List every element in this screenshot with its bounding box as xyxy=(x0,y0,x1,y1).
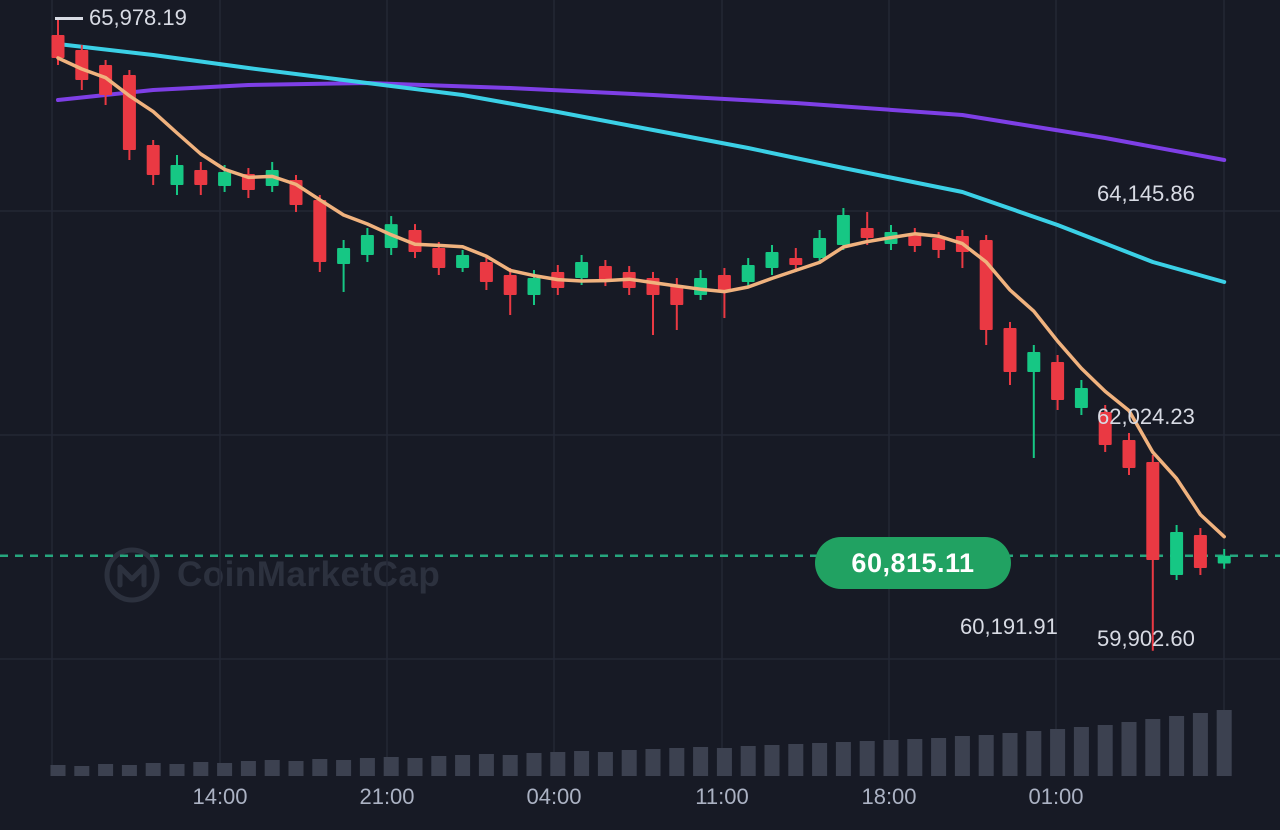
time-label-1400: 14:00 xyxy=(192,784,248,809)
price-label-upper: 64,145.86 xyxy=(1097,181,1195,206)
open-price-marker: 65,978.19 xyxy=(55,6,187,30)
time-label-1100: 11:00 xyxy=(695,784,749,809)
grid-lines xyxy=(0,0,1280,776)
price-label-low-left: 60,191.91 xyxy=(960,614,1058,639)
time-label-0400: 04:00 xyxy=(526,784,582,809)
time-label-1800: 18:00 xyxy=(861,784,917,809)
open-price-tick xyxy=(55,16,83,20)
ma-short-line xyxy=(56,56,1226,539)
price-label-mid: 62,024.23 xyxy=(1097,404,1195,429)
watermark-text: CoinMarketCap xyxy=(177,555,441,594)
open-price-label: 65,978.19 xyxy=(89,5,187,30)
volume-series xyxy=(50,710,1232,776)
watermark: CoinMarketCap xyxy=(103,546,440,604)
time-label-0100: 01:00 xyxy=(1028,784,1084,809)
price-label-low-right: 59,902.60 xyxy=(1097,626,1195,651)
ma-mid-line xyxy=(56,42,1227,284)
coinmarketcap-logo-icon xyxy=(104,547,160,603)
ma-long-line xyxy=(56,81,1227,162)
time-label-2100: 21:00 xyxy=(359,784,415,809)
current-price-badge: 60,815.11 xyxy=(815,537,1011,589)
